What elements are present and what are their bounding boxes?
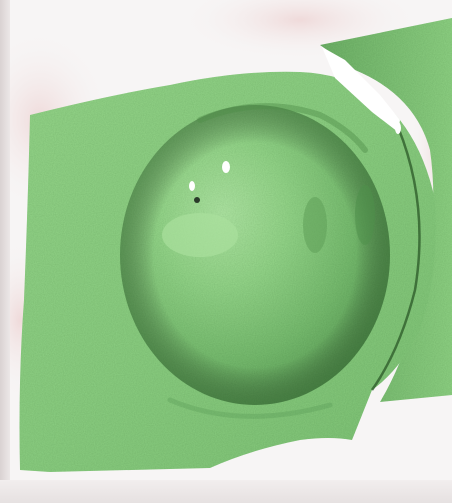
mesh-bump-right-far xyxy=(355,185,375,245)
mesh-dome-rim-shadow xyxy=(120,105,390,405)
mesh-lower-lip xyxy=(167,397,333,419)
mesh-hole-2 xyxy=(189,181,195,191)
frame-bottom-edge xyxy=(0,480,452,503)
mesh-top-ridge xyxy=(197,103,368,153)
mesh-hole-1 xyxy=(222,161,230,173)
mesh-bump-right xyxy=(303,197,327,253)
mesh-bump-left xyxy=(162,213,238,257)
mesh-speck xyxy=(194,197,200,203)
frame-left-edge xyxy=(0,0,10,503)
mesh-right-fold xyxy=(370,119,421,391)
mesh-gap-top-right xyxy=(322,47,400,132)
mesh-hole-3 xyxy=(395,122,401,134)
